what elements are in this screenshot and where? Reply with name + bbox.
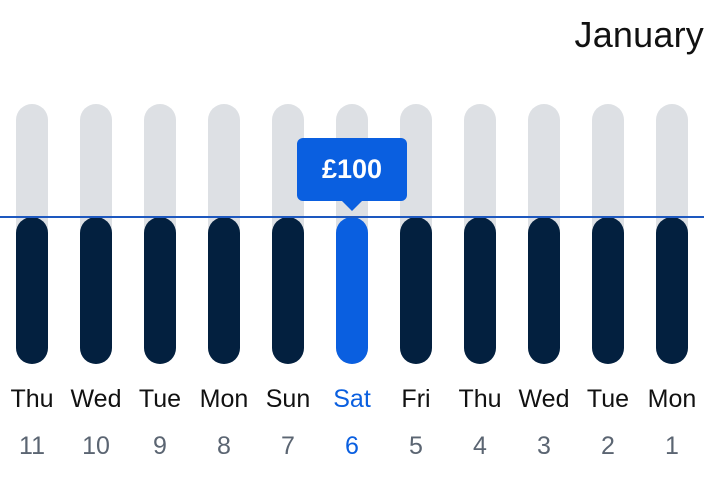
price-bar[interactable] <box>528 217 560 364</box>
day-name-label: Fri <box>401 385 431 413</box>
day-number-label: 6 <box>345 432 359 460</box>
price-bar[interactable] <box>656 217 688 364</box>
day-wed-10[interactable]: Wed 10 <box>64 0 128 480</box>
day-number-label: 7 <box>281 432 295 460</box>
day-sun-7[interactable]: Sun 7 <box>256 0 320 480</box>
day-name-label: Wed <box>518 385 570 413</box>
day-number-label: 5 <box>409 432 423 460</box>
tooltip-arrow <box>342 201 362 211</box>
day-name-label: Thu <box>458 385 502 413</box>
price-bar[interactable] <box>208 217 240 364</box>
day-name-label: Tue <box>138 385 182 413</box>
day-thu-4[interactable]: Thu 4 <box>448 0 512 480</box>
price-bar[interactable] <box>464 217 496 364</box>
day-sat-6[interactable]: Sat 6 <box>320 0 384 480</box>
price-bar[interactable] <box>144 217 176 364</box>
day-thu-11[interactable]: Thu 11 <box>0 0 64 480</box>
day-tue-2[interactable]: Tue 2 <box>576 0 640 480</box>
day-name-label: Mon <box>647 385 697 413</box>
day-number-label: 11 <box>19 432 45 460</box>
day-name-label: Sat <box>333 385 371 413</box>
day-name-label: Mon <box>199 385 249 413</box>
price-bar[interactable] <box>16 217 48 364</box>
day-number-label: 2 <box>601 432 615 460</box>
day-number-label: 8 <box>217 432 231 460</box>
price-tooltip: £100 <box>297 138 407 201</box>
day-number-label: 1 <box>665 432 679 460</box>
day-number-label: 3 <box>537 432 551 460</box>
day-tue-9[interactable]: Tue 9 <box>128 0 192 480</box>
price-bar[interactable] <box>272 217 304 364</box>
day-mon-1[interactable]: Mon 1 <box>640 0 704 480</box>
day-mon-8[interactable]: Mon 8 <box>192 0 256 480</box>
day-wed-3[interactable]: Wed 3 <box>512 0 576 480</box>
price-bar-selected[interactable] <box>336 217 368 364</box>
day-name-label: Wed <box>70 385 122 413</box>
month-title: January <box>574 14 704 55</box>
price-bar[interactable] <box>592 217 624 364</box>
day-number-label: 4 <box>473 432 487 460</box>
price-reference-line <box>0 216 704 218</box>
price-bar[interactable] <box>80 217 112 364</box>
day-number-label: 10 <box>82 432 110 460</box>
day-fri-5[interactable]: Fri 5 <box>384 0 448 480</box>
day-name-label: Thu <box>10 385 54 413</box>
day-name-label: Sun <box>265 385 311 413</box>
price-bar[interactable] <box>400 217 432 364</box>
day-number-label: 9 <box>153 432 167 460</box>
day-name-label: Tue <box>586 385 630 413</box>
